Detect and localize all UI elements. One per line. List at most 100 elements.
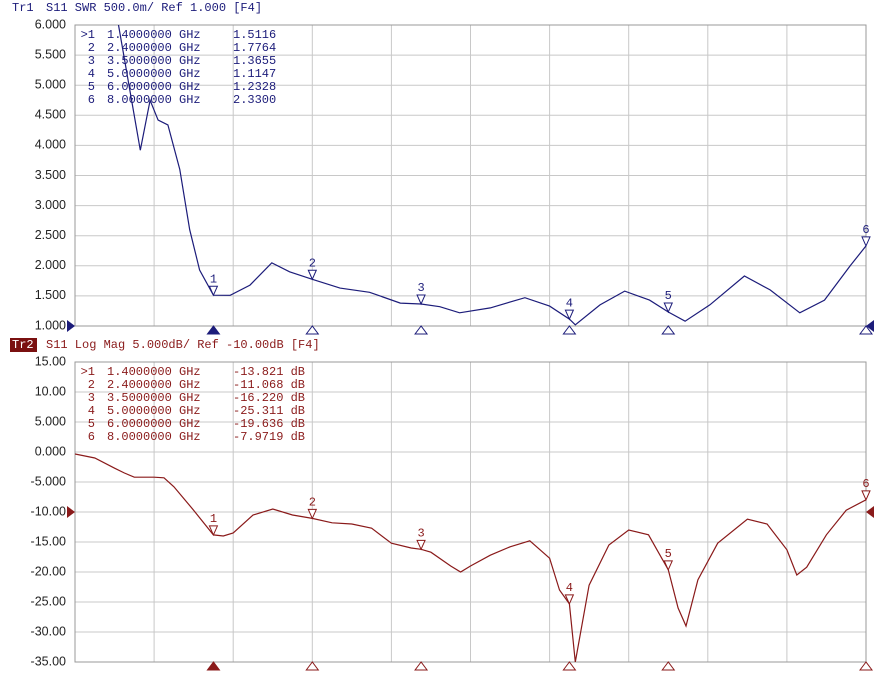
marker-row-id: >1 xyxy=(81,28,95,42)
ref-right xyxy=(866,506,874,518)
marker-row-id: 3 xyxy=(88,391,95,405)
marker-row-id: 6 xyxy=(88,430,95,444)
marker-row-freq: 1.4000000 GHz xyxy=(107,365,201,379)
y-tick-label: -30.00 xyxy=(31,624,66,638)
marker-row-value: -25.311 dB xyxy=(233,404,305,418)
marker-id: 3 xyxy=(417,526,424,540)
marker-row-freq: 2.4000000 GHz xyxy=(107,378,201,392)
axis-marker xyxy=(661,661,676,671)
y-tick-label: 4.500 xyxy=(35,108,66,122)
axis-marker xyxy=(859,661,873,671)
y-tick-label: 1.000 xyxy=(35,318,66,332)
marker-id: 4 xyxy=(566,581,573,595)
axis-marker xyxy=(414,661,429,671)
marker-row-value: 1.1147 xyxy=(233,67,276,81)
y-tick-label: 10.00 xyxy=(35,384,66,398)
marker xyxy=(663,560,674,572)
marker-id: 1 xyxy=(210,512,217,526)
marker-row-value: -19.636 dB xyxy=(233,417,305,431)
trace-badge xyxy=(10,338,37,352)
trace xyxy=(117,25,866,326)
marker-row-value: 1.3655 xyxy=(233,54,276,68)
marker-row-id: 3 xyxy=(88,54,95,68)
marker xyxy=(861,490,871,502)
y-tick-label: -15.00 xyxy=(31,534,66,548)
marker-row-freq: 6.0000000 GHz xyxy=(107,417,201,431)
y-tick-label: -20.00 xyxy=(31,564,66,578)
y-tick-label: 0.000 xyxy=(35,444,66,458)
y-tick-label: 5.500 xyxy=(35,47,66,61)
marker xyxy=(307,508,318,520)
marker-id: 5 xyxy=(665,547,672,561)
marker-id: 1 xyxy=(210,272,217,286)
marker-row-freq: 6.0000000 GHz xyxy=(107,80,201,94)
marker xyxy=(416,539,426,551)
axis-marker xyxy=(562,325,577,335)
y-tick-label: 1.500 xyxy=(35,288,66,302)
y-tick-label: -5.000 xyxy=(31,474,66,488)
marker-row-id: 4 xyxy=(88,67,95,81)
axis-marker xyxy=(305,325,320,335)
marker xyxy=(307,269,318,281)
marker-row-id: 5 xyxy=(88,80,95,94)
marker xyxy=(663,302,674,314)
y-tick-label: 6.000 xyxy=(35,17,66,31)
marker-id: 6 xyxy=(862,477,869,491)
marker-row-value: -11.068 dB xyxy=(233,378,305,392)
marker-row-id: >1 xyxy=(81,365,95,379)
ref-right xyxy=(866,320,874,332)
axis-marker xyxy=(305,661,320,671)
y-tick-label: 3.000 xyxy=(35,198,66,212)
marker xyxy=(416,294,426,306)
marker-row-freq: 2.4000000 GHz xyxy=(107,41,201,55)
marker-row-freq: 1.4000000 GHz xyxy=(107,28,201,42)
marker-row-value: 2.3300 xyxy=(233,93,276,107)
marker-id: 2 xyxy=(309,496,316,510)
marker-row-value: 1.5116 xyxy=(233,28,276,42)
y-tick-label: 4.000 xyxy=(35,138,66,152)
marker-id: 6 xyxy=(862,223,869,237)
axis-marker xyxy=(562,661,577,671)
trace-name: Tr2 xyxy=(12,338,34,352)
marker-row-value: 1.7764 xyxy=(233,41,276,55)
marker-id: 3 xyxy=(417,281,424,295)
y-tick-label: 5.000 xyxy=(35,414,66,428)
marker-row-freq: 3.5000000 GHz xyxy=(107,54,201,68)
marker-row-value: 1.2328 xyxy=(233,80,276,94)
marker xyxy=(564,309,575,321)
trace xyxy=(75,453,866,662)
axis-marker xyxy=(206,325,221,335)
marker-row-id: 2 xyxy=(88,378,95,392)
y-tick-label: -25.00 xyxy=(31,594,66,608)
marker-row-id: 5 xyxy=(88,417,95,431)
marker-row-freq: 3.5000000 GHz xyxy=(107,391,201,405)
trace-name: Tr1 xyxy=(12,1,34,15)
marker-row-freq: 8.0000000 GHz xyxy=(107,93,201,107)
marker-row-id: 2 xyxy=(88,41,95,55)
marker-row-id: 6 xyxy=(88,93,95,107)
y-tick-label: 5.000 xyxy=(35,77,66,91)
y-tick-label: -35.00 xyxy=(31,654,66,668)
y-tick-label: 3.500 xyxy=(35,168,66,182)
plot-frame xyxy=(74,24,867,327)
marker-row-id: 4 xyxy=(88,404,95,418)
marker xyxy=(564,594,575,606)
y-tick-label: 15.00 xyxy=(35,354,66,368)
ref-left xyxy=(67,506,75,518)
marker-row-freq: 5.0000000 GHz xyxy=(107,67,201,81)
marker-row-freq: 8.0000000 GHz xyxy=(107,430,201,444)
y-tick-label: -10.00 xyxy=(31,504,66,518)
axis-marker xyxy=(414,325,429,335)
marker-id: 2 xyxy=(309,256,316,270)
trace-header: S11 Log Mag 5.000dB/ Ref -10.00dB [F4] xyxy=(46,338,320,352)
marker xyxy=(208,285,219,297)
marker xyxy=(861,236,871,248)
y-tick-label: 2.000 xyxy=(35,258,66,272)
marker-row-value: -16.220 dB xyxy=(233,391,305,405)
y-tick-label: 2.500 xyxy=(35,228,66,242)
marker xyxy=(208,525,219,537)
trace-header: S11 SWR 500.0m/ Ref 1.000 [F4] xyxy=(46,1,262,15)
axis-marker xyxy=(206,661,221,671)
marker-row-value: -7.9719 dB xyxy=(233,430,305,444)
